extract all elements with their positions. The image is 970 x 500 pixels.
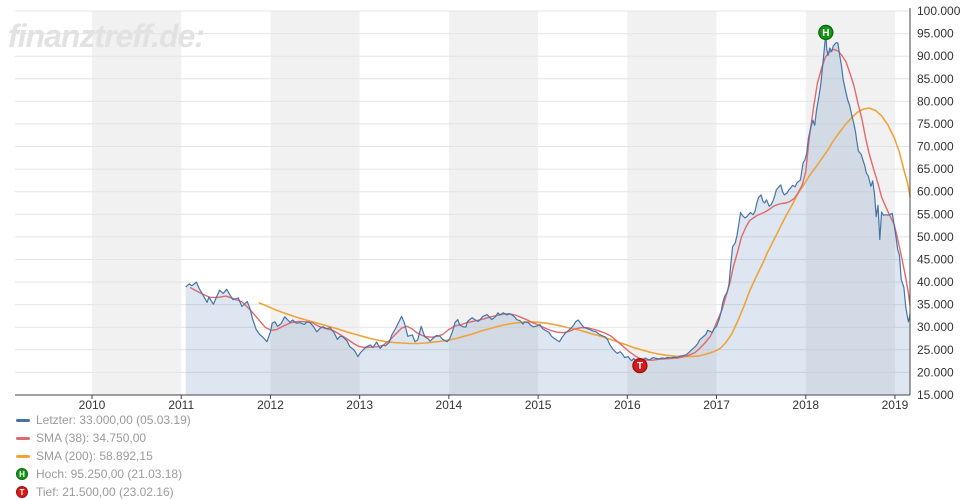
y-axis-label-85000: 85.000 xyxy=(917,72,954,86)
marker-hoch-icon xyxy=(818,24,834,41)
x-axis-label-2010: 2010 xyxy=(79,398,106,412)
legend-label-tief: Tief: 21.500,00 (23.02.16) xyxy=(36,485,174,499)
price-area-fill xyxy=(185,32,911,395)
legend-item-sma38: SMA (38): 34.750,00 xyxy=(16,429,191,447)
x-axis-label-2017: 2017 xyxy=(703,398,730,412)
letzter-line-swatch-icon xyxy=(16,418,30,422)
legend-item-tief: T Tief: 21.500,00 (23.02.16) xyxy=(16,483,191,500)
legend-item-sma200: SMA (200): 58.892,15 xyxy=(16,447,191,465)
x-axis-label-2013: 2013 xyxy=(346,398,373,412)
y-axis-label-90000: 90.000 xyxy=(917,49,954,63)
x-axis-label-2019: 2019 xyxy=(882,398,909,412)
watermark: finanztreff.de: xyxy=(8,18,204,54)
y-axis-label-20000: 20.000 xyxy=(917,365,954,379)
y-axis-label-70000: 70.000 xyxy=(917,140,954,154)
x-axis-label-2018: 2018 xyxy=(792,398,819,412)
year-band-2010 xyxy=(92,11,182,395)
y-axis-label-75000: 75.000 xyxy=(917,117,954,131)
sma38-line xyxy=(189,48,911,361)
hoch-marker-icon: H xyxy=(16,468,28,480)
x-axis-label-2014: 2014 xyxy=(436,398,463,412)
marker-tief-icon xyxy=(632,357,648,374)
marker-hoch-letter: H xyxy=(822,28,829,39)
sma38-line-swatch-icon xyxy=(16,436,30,440)
y-axis-label-95000: 95.000 xyxy=(917,27,954,41)
tief-marker-icon: T xyxy=(16,486,28,498)
marker-tief-letter: T xyxy=(637,361,643,372)
x-axis-label-2016: 2016 xyxy=(614,398,641,412)
y-axis-label-50000: 50.000 xyxy=(917,230,954,244)
legend-label-sma38: SMA (38): 34.750,00 xyxy=(36,431,147,445)
y-axis-label-25000: 25.000 xyxy=(917,343,954,357)
x-axis-label-2012: 2012 xyxy=(257,398,284,412)
y-axis-label-65000: 65.000 xyxy=(917,162,954,176)
legend-label-hoch: Hoch: 95.250,00 (21.03.18) xyxy=(36,467,183,481)
y-axis-label-45000: 45.000 xyxy=(917,253,954,267)
legend: Letzter: 33.000,00 (05.03.19) SMA (38): … xyxy=(16,411,191,500)
y-axis-label-55000: 55.000 xyxy=(917,207,954,221)
legend-label-letzter: Letzter: 33.000,00 (05.03.19) xyxy=(36,413,191,427)
year-band-2016 xyxy=(627,11,717,395)
legend-item-letzter: Letzter: 33.000,00 (05.03.19) xyxy=(16,411,191,429)
x-axis-label-2015: 2015 xyxy=(525,398,552,412)
y-axis-label-30000: 30.000 xyxy=(917,320,954,334)
sma200-line-swatch-icon xyxy=(16,454,30,458)
year-band-2014 xyxy=(448,11,539,395)
y-axis-label-80000: 80.000 xyxy=(917,94,954,108)
x-axis-label-2011: 2011 xyxy=(168,398,194,412)
legend-label-sma200: SMA (200): 58.892,15 xyxy=(36,449,153,463)
y-axis-label-100000: 100.000 xyxy=(917,4,961,18)
y-axis-label-15000: 15.000 xyxy=(917,388,954,402)
y-axis-label-60000: 60.000 xyxy=(917,185,954,199)
sma200-line xyxy=(258,107,911,358)
price-line xyxy=(185,31,911,367)
y-axis-label-35000: 35.000 xyxy=(917,298,954,312)
legend-item-hoch: H Hoch: 95.250,00 (21.03.18) xyxy=(16,465,191,483)
y-axis-label-40000: 40.000 xyxy=(917,275,954,289)
